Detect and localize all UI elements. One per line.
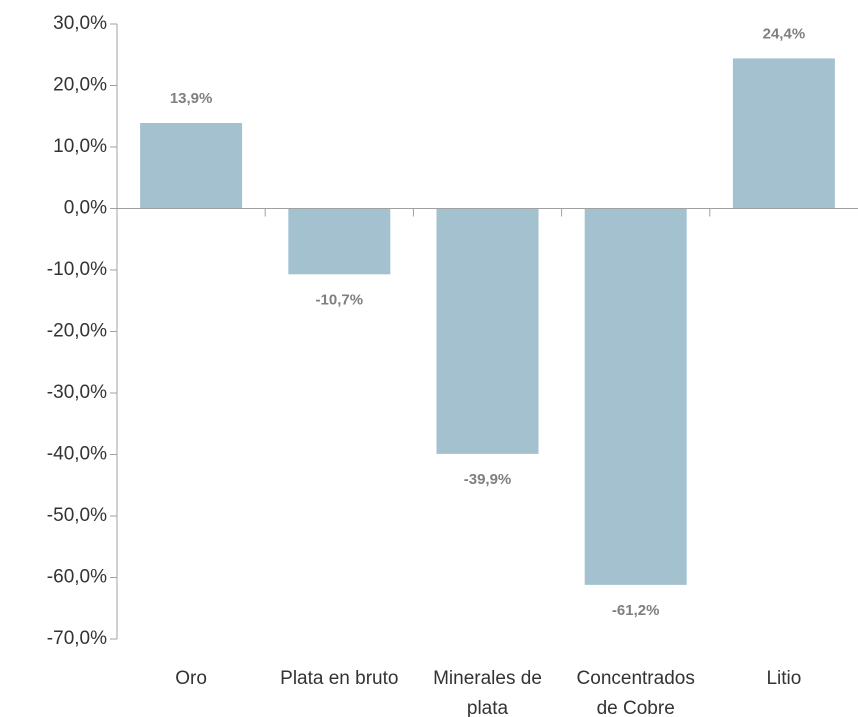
bar — [288, 208, 391, 275]
y-tick-label: -30,0% — [47, 382, 107, 403]
y-tick-label: 0,0% — [64, 198, 107, 219]
y-tick-label: -40,0% — [47, 444, 107, 465]
y-tick-label: -70,0% — [47, 628, 107, 649]
x-tick-label: Litio — [766, 668, 802, 689]
value-label: 13,9% — [170, 90, 213, 107]
y-tick-label: -10,0% — [47, 259, 107, 280]
x-tick-label: Minerales de plata — [433, 668, 542, 717]
value-label: -61,2% — [612, 602, 660, 619]
bar — [584, 208, 687, 585]
y-tick-label: -20,0% — [47, 321, 107, 342]
y-tick-label: -60,0% — [47, 567, 107, 588]
y-tick-label: 30,0% — [53, 13, 107, 34]
value-label: -39,9% — [464, 471, 512, 488]
x-tick-label: Oro — [175, 668, 207, 689]
y-tick-label: 20,0% — [53, 75, 107, 96]
y-tick-label: -50,0% — [47, 505, 107, 526]
x-tick-label: Concentrados de Cobre — [576, 668, 695, 717]
bar — [732, 58, 835, 209]
bar — [140, 123, 243, 209]
value-label: -10,7% — [316, 291, 364, 308]
value-label: 24,4% — [763, 25, 806, 42]
x-tick-label: Plata en bruto — [280, 668, 399, 689]
bar — [436, 208, 539, 454]
y-tick-label: 10,0% — [53, 136, 107, 157]
